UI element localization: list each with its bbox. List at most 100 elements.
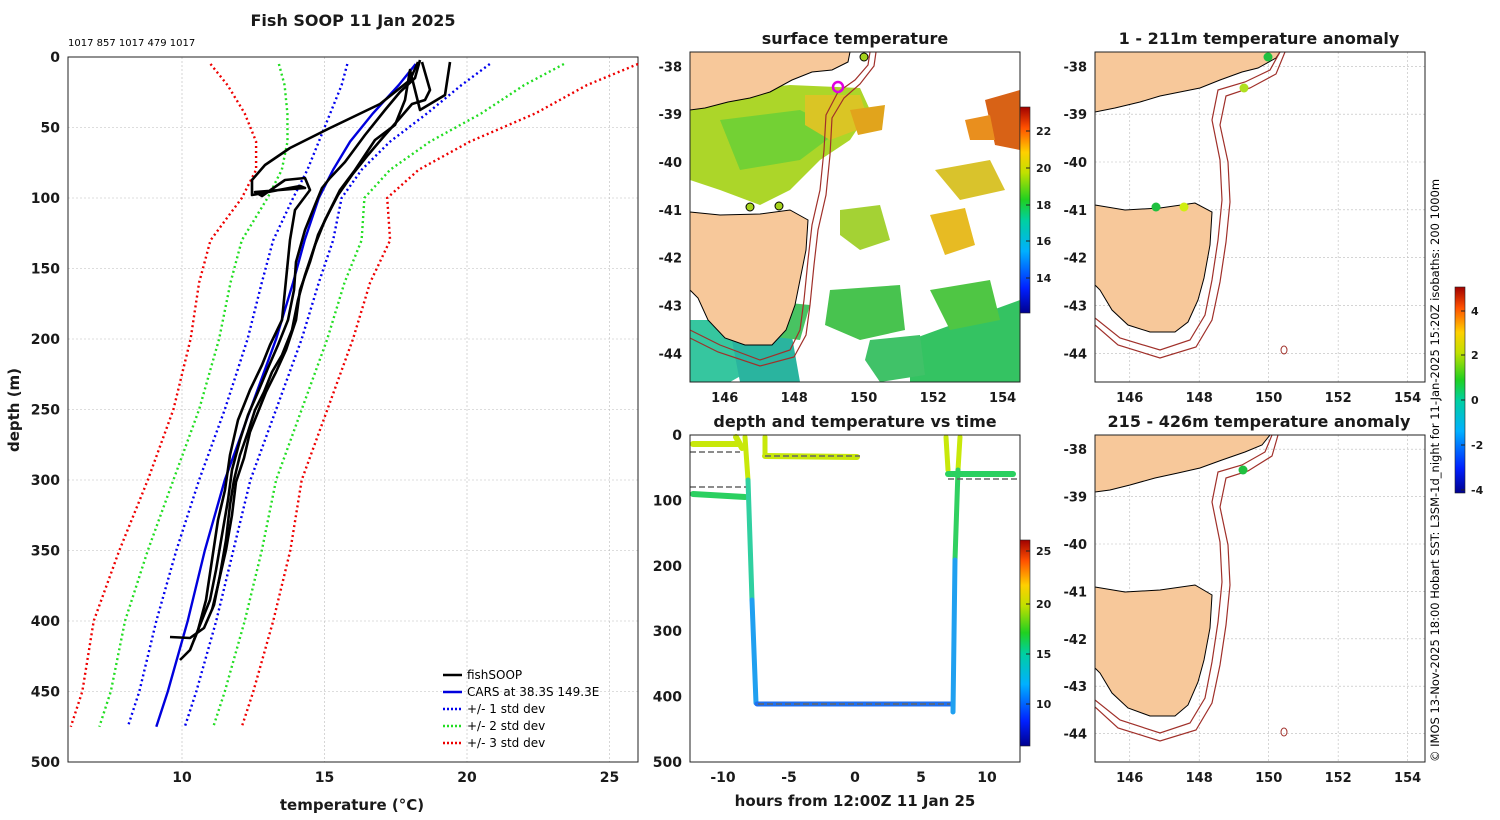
map-ytick-label: -39 [1064,108,1088,123]
timeseries-panel: depth and temperature vs time -10 [653,412,1052,810]
ts-track [742,434,751,483]
map-xtick-label: 152 [1325,391,1352,406]
legend-fishsoop: fishSOOP [467,668,522,682]
anomaly2-title: 215 - 426m temperature anomaly [1108,412,1411,431]
map-ytick-label: -44 [1064,347,1088,362]
ts-track [955,434,963,473]
timeseries-bg [690,435,1020,762]
map-ytick-label: -42 [1064,633,1088,648]
colorbar-tick-label: 16 [1036,235,1052,248]
colorbar-tick-label: 20 [1036,598,1052,611]
profile-panel: Fish SOOP 11 Jan 2025 1017 857 1017 479 … [5,11,639,814]
anomaly-colorbar [1454,286,1466,494]
colorbar-tick-label: 0 [1471,394,1479,407]
map-ytick-label: -40 [659,156,683,171]
sst-cars-location-marker [831,80,845,94]
ts-ytick-label: 300 [653,624,682,640]
map-xtick-label: 154 [1394,771,1421,786]
anomaly1-title: 1 - 211m temperature anomaly [1119,29,1400,48]
sst-isobath-2 [690,52,877,367]
fishsoop-cast-2 [192,59,422,641]
profile-xlabel: temperature (°C) [280,796,424,814]
map-ytick-label: -42 [659,252,683,267]
colorbar-tick-label: 18 [1036,199,1051,212]
profile-ytick-label: 500 [31,755,60,771]
map-ytick-label: -44 [659,347,683,362]
colorbar-tick-label: 20 [1036,162,1052,175]
ts-track [952,467,961,563]
profile-sd3-minus-line [69,63,258,728]
map-ytick-label: -41 [1064,204,1088,219]
a1-isobath [1095,52,1281,351]
profile-subtitle: 1017 857 1017 479 1017 [68,38,195,49]
ts-xtick-label: -5 [781,770,797,786]
anomaly2-panel: 215 - 426m temperature anomaly 146 148 150… [1064,412,1426,786]
map-xtick-label: 148 [1186,771,1213,786]
timeseries-colorbar [1019,539,1031,747]
map-ytick-label: -44 [1064,728,1088,743]
map-xtick-label: 146 [1116,391,1143,406]
fishsoop-cast-3 [169,61,432,640]
map-xtick-label: 150 [1255,771,1282,786]
profile-y-ticks: 0 50 100 150 200 250 300 350 400 450 500 [31,50,60,771]
map-xtick-label: 152 [1325,771,1352,786]
anomaly2-axes-box [1094,434,1426,763]
map-ytick-label: -39 [659,108,683,123]
ts-track [943,434,951,473]
a2-land-mainland [1095,435,1271,493]
ts-ytick-label: 100 [653,493,682,509]
map-xtick-label: 150 [850,391,877,406]
profile-xtick-label: 20 [457,770,477,786]
ts-xtick-label: -10 [710,770,736,786]
profile-sd3-plus-line [240,62,639,728]
sst-land-tasmania [690,209,809,346]
sst-field [690,52,1020,382]
profile-cars-line [155,63,417,728]
anomaly2-map [1095,435,1288,742]
ts-xtick-label: 10 [977,770,997,786]
a1-point [1263,52,1273,62]
anomaly1-axes-box [1094,51,1426,383]
fishsoop-cast-4 [210,61,452,611]
profile-sd1-minus-line [126,63,349,728]
legend-sd2: +/- 2 std dev [467,719,545,733]
a2-isobath [1095,435,1273,734]
ts-track [749,597,759,706]
map-xtick-label: 148 [1186,391,1213,406]
profile-sd2-plus-line [212,62,565,728]
colorbar-tick-label: -4 [1471,484,1484,497]
anomaly2-ticks: 146 148 150 152 154 -38 -39 -40 -41 -42 -43 -44 [1064,443,1422,786]
profile-ytick-label: 450 [31,685,60,701]
sst-colorbar [1019,106,1031,314]
profile-ylabel: depth (m) [5,368,23,452]
profile-sd1-plus-line [183,63,491,728]
anomaly1-ticks: 146 148 150 152 154 -38 -39 -40 -41 -42 -43 -44 [1064,60,1422,406]
profile-ytick-label: 350 [31,544,60,560]
a1-seamount [1280,345,1288,355]
timeseries-dashes [690,451,1020,705]
map-xtick-label: 152 [920,391,947,406]
ts-ytick-label: 400 [653,690,682,706]
sst-isobath [690,52,871,361]
colorbar-tick-label: 14 [1036,272,1052,285]
timeseries-colorbar-ticks: 25 20 15 10 [1026,545,1052,711]
a2-seamount [1280,727,1288,737]
colorbar-tick-label: 15 [1036,648,1051,661]
a1-land-mainland [1095,52,1281,113]
map-ytick-label: -40 [1064,538,1088,553]
profile-x-ticks: 10 15 20 25 [172,770,619,786]
profile-ytick-label: 200 [31,332,60,348]
legend-cars: CARS at 38.3S 149.3E [467,685,599,699]
timeseries-xlabel: hours from 12:00Z 11 Jan 25 [735,792,976,810]
map-ytick-label: -43 [1064,680,1088,695]
fishsoop-cast-1 [179,61,420,661]
ts-xtick-label: 0 [850,770,860,786]
anomaly1-panel: 1 - 211m temperature anomaly 146 148 150 15… [1064,29,1484,497]
anomaly-colorbar-ticks: 4 2 0 -2 -4 [1461,305,1484,497]
colorbar-tick-label: 22 [1036,125,1051,138]
ts-track [745,477,755,603]
profile-grid [68,56,638,763]
timeseries-title: depth and temperature vs time [713,412,996,431]
colorbar-tick-label: 2 [1471,349,1479,362]
